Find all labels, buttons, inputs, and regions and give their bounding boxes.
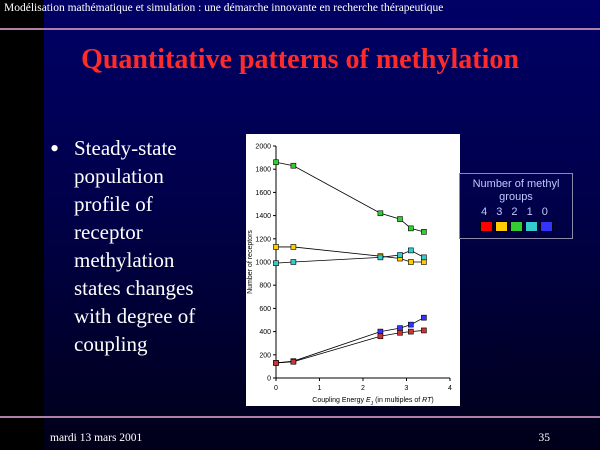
series-point-3 bbox=[377, 328, 384, 335]
series-point-0 bbox=[397, 216, 403, 222]
legend-title: Number of methyl groups bbox=[460, 178, 572, 204]
series-point-2 bbox=[421, 254, 427, 261]
legend-title-line: Number of methyl bbox=[472, 178, 560, 190]
legend-swatch-1 bbox=[524, 221, 538, 232]
bullet-text: Steady-state population profile of recep… bbox=[74, 134, 224, 358]
x-tick-label: 4 bbox=[448, 385, 452, 392]
series-point-3 bbox=[408, 321, 414, 328]
series-point-4 bbox=[377, 333, 384, 340]
slide-header: Modélisation mathématique et simulation … bbox=[4, 2, 444, 14]
footer-date: mardi 13 mars 2001 bbox=[50, 432, 143, 444]
y-tick-label: 1400 bbox=[255, 213, 271, 220]
methylation-chart: 0 200 400 600 800 1000 1200 1400 1600 1800 2000 0 1 2… bbox=[247, 144, 452, 407]
bullet-line: with degree of bbox=[74, 304, 196, 328]
series-point-0 bbox=[421, 229, 427, 235]
series-point-2 bbox=[408, 247, 414, 254]
x-tick-label: 1 bbox=[318, 385, 322, 392]
y-tick-label: 2000 bbox=[255, 144, 271, 151]
series-point-4 bbox=[273, 360, 279, 366]
y-tick-label: 400 bbox=[259, 329, 271, 336]
series-point-4 bbox=[421, 327, 427, 334]
left-band bbox=[0, 0, 44, 450]
y-tick-label: 600 bbox=[259, 306, 271, 313]
y-tick-label: 1600 bbox=[255, 190, 271, 197]
y-tick-label: 1200 bbox=[255, 236, 271, 243]
y-tick-label: 800 bbox=[259, 283, 271, 290]
page-number: 35 bbox=[538, 432, 551, 444]
series-point-0 bbox=[273, 159, 279, 166]
bullet-line: receptor bbox=[74, 220, 143, 244]
series-point-2 bbox=[273, 260, 279, 266]
legend-swatch-0 bbox=[539, 221, 553, 232]
legend-title-line: groups bbox=[499, 191, 533, 203]
series-point-2 bbox=[377, 254, 384, 261]
y-tick-label: 200 bbox=[259, 352, 271, 359]
series-point-1 bbox=[290, 244, 297, 250]
legend-swatch-2 bbox=[509, 221, 523, 232]
bullet-line: states changes bbox=[74, 276, 194, 300]
series-point-0 bbox=[408, 225, 414, 232]
x-tick-label: 3 bbox=[405, 385, 409, 392]
x-tick-label: 2 bbox=[361, 385, 365, 392]
legend: Number of methyl groups 4 3 2 1 0 bbox=[459, 173, 573, 239]
legend-numbers: 4 3 2 1 0 bbox=[481, 206, 551, 218]
series-point-2 bbox=[290, 259, 297, 265]
bullet-line: population bbox=[74, 164, 164, 188]
series-point-0 bbox=[290, 162, 297, 169]
legend-swatch-3 bbox=[494, 221, 508, 232]
series-point-1 bbox=[273, 244, 279, 250]
series-point-1 bbox=[421, 259, 427, 265]
x-axis-label: Coupling Energy EJ (in multiples of RT) bbox=[312, 397, 433, 406]
bullet-line: Steady-state bbox=[74, 136, 177, 160]
bullet-line: profile of bbox=[74, 192, 153, 216]
series-point-2 bbox=[397, 252, 403, 258]
series-point-4 bbox=[408, 328, 414, 335]
slide-title: Quantitative patterns of methylation bbox=[81, 44, 519, 75]
y-axis-label: Number of receptors bbox=[247, 230, 254, 294]
y-tick-label: 1800 bbox=[255, 167, 271, 174]
chart-area: 0 200 400 600 800 1000 1200 1400 1600 1800 2000 0 1 2… bbox=[246, 134, 460, 406]
bullet-line: methylation bbox=[74, 248, 175, 272]
series-point-4 bbox=[397, 329, 403, 336]
series-point-4 bbox=[290, 358, 297, 365]
y-tick-label: 1000 bbox=[255, 260, 271, 267]
bullet-line: coupling bbox=[74, 332, 148, 356]
series-point-3 bbox=[397, 325, 403, 331]
series-point-1 bbox=[408, 259, 414, 265]
bullet-dot: • bbox=[50, 134, 60, 163]
legend-swatch-4 bbox=[479, 221, 493, 232]
series-point-0 bbox=[377, 210, 384, 217]
x-tick-label: 0 bbox=[274, 385, 278, 392]
legend-swatches bbox=[460, 221, 572, 232]
series-point-3 bbox=[421, 314, 427, 321]
series-line-3 bbox=[275, 317, 425, 364]
footer-rule bbox=[0, 416, 600, 418]
header-rule bbox=[0, 28, 600, 30]
y-tick-label: 0 bbox=[267, 376, 271, 383]
